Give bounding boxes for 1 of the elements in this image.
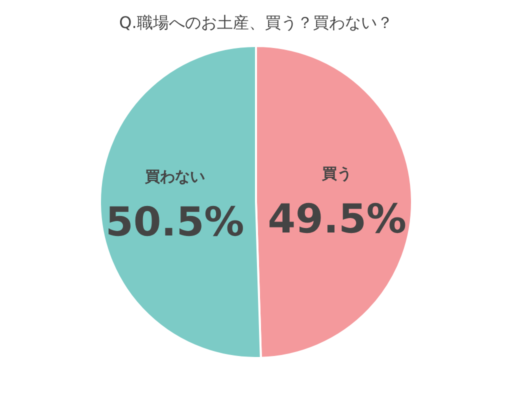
title: Q.職場へのお土産、買う？買わない？ (119, 13, 393, 32)
